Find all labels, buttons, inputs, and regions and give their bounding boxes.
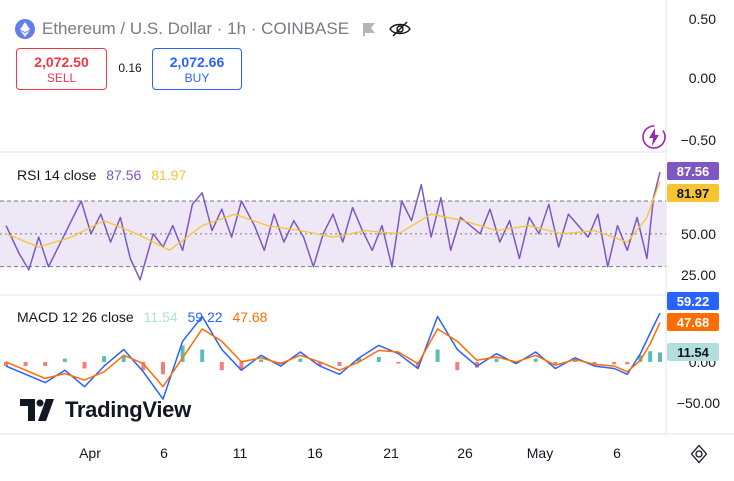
time-axis-label: 6 [613,445,621,461]
spread-value: 0.16 [118,61,142,75]
signal-current-value-label: 47.68 [677,315,710,330]
macd-plot [4,312,662,400]
settings-icon[interactable] [689,444,709,464]
time-axis-label: 21 [383,445,399,461]
price-scale-tick-label: −0.50 [681,132,717,148]
macd-histogram-bar [161,361,165,375]
rsi-ma-current-value-label-bg [667,184,719,202]
symbol-title: Ethereum / U.S. Dollar · 1h · COINBASE [42,19,350,38]
signal-current-value-label-bg [667,313,719,331]
rsi-legend-value: 87.56 [106,167,142,183]
macd-histogram-bar [337,361,342,366]
time-axis-label: 16 [307,445,323,461]
macd-legend-name: MACD 12 26 close [17,309,134,325]
macd-histogram-bar [573,360,577,362]
macd-legend-histogram-value: 11.54 [143,309,178,325]
rsi-legend-ma-value: 81.97 [151,167,187,183]
time-axis-label: Apr [79,445,101,461]
macd-histogram-bar [612,361,617,365]
rsi-scale-tick-label: 25.00 [681,267,716,283]
macd-histogram-bar [553,361,558,366]
time-axis-label: 11 [233,445,248,461]
rsi-scale-tick-label: 50.00 [681,226,716,242]
sell-price: 2,072.50 [34,53,89,70]
signal-line [5,322,661,388]
macd-legend[interactable]: MACD 12 26 close 11.54 59.22 47.68 [17,309,273,325]
macd-histogram-bar [239,361,244,371]
macd-histogram-bar [317,361,322,366]
histogram-current-value-label-bg [667,343,719,361]
rsi-legend-name: RSI 14 close [17,167,97,183]
macd-histogram-bar [298,358,303,362]
macd-histogram-bar [62,358,67,362]
macd-histogram-bar [494,358,499,362]
histogram-current-value-label: 11.54 [677,345,710,360]
rsi-ma-line [5,181,661,251]
macd-current-value-label-bg [667,292,719,310]
macd-current-value-label: 59.22 [677,294,710,309]
watermark-text: TradingView [65,397,191,422]
sell-label: SELL [46,70,77,85]
macd-histogram-bar [357,357,362,362]
time-axis-label: May [527,445,553,461]
macd-legend-signal-value: 47.68 [232,309,268,325]
rsi-plot [5,172,661,281]
macd-line [5,312,661,400]
macd-histogram-bar [4,361,8,366]
macd-histogram-bar [658,352,662,362]
rsi-line [5,172,661,281]
macd-histogram-bar [455,361,460,371]
flag-icon[interactable] [361,21,377,37]
symbol-header[interactable]: Ethereum / U.S. Dollar · 1h · COINBASE [15,17,411,41]
macd-histogram-bar [376,357,381,362]
macd-histogram-bar [435,349,440,362]
time-axis-label: 6 [160,445,168,461]
price-scale-tick-label: 0.00 [689,70,716,86]
macd-histogram-bar [396,361,401,364]
sell-button[interactable]: 2,072.50 SELL [16,48,107,90]
macd-histogram-bar [648,351,653,362]
time-axis[interactable]: Apr 6 11 16 21 26 May 6 [79,445,621,461]
macd-histogram-bar [200,349,205,362]
rsi-current-value-label-bg [667,162,719,180]
macd-histogram-bar [219,361,224,371]
buy-price: 2,072.66 [169,53,225,70]
lightning-icon[interactable] [641,124,667,150]
macd-histogram-bar [625,361,630,365]
macd-histogram-bar [43,361,48,366]
eye-off-icon[interactable] [389,21,411,37]
price-pane-ticks: 0.50 0.00 −0.50 [681,11,717,148]
rsi-current-value-label: 87.56 [677,164,710,179]
tradingview-watermark: TradingView [20,397,191,423]
rsi-scale: 50.00 25.00 87.56 81.97 [667,162,719,283]
buy-button[interactable]: 2,072.66 BUY [152,48,242,90]
macd-histogram-bar [180,345,185,362]
macd-legend-macd-value: 59.22 [187,309,223,325]
macd-histogram-bar [23,361,28,366]
macd-histogram-bar [416,361,420,367]
macd-histogram-bar [121,356,126,362]
macd-histogram-bar [638,355,643,362]
macd-histogram-bar [592,361,597,364]
macd-scale-tick-label: −50.00 [677,395,720,411]
ethereum-icon [15,19,35,39]
macd-histogram-bar [82,361,87,369]
time-axis-label: 26 [457,445,473,461]
macd-histogram-bar [474,361,479,368]
buy-label: BUY [184,70,210,85]
macd-histogram-bar [141,361,146,371]
rsi-legend[interactable]: RSI 14 close 87.56 81.97 [17,167,192,183]
macd-histogram-bar [259,359,264,362]
macd-histogram-bar [533,358,538,362]
macd-histogram-bar [102,356,107,362]
tradingview-logo-icon [20,399,54,421]
rsi-ma-current-value-label: 81.97 [677,186,710,201]
price-scale-tick-label: 0.50 [689,11,716,27]
